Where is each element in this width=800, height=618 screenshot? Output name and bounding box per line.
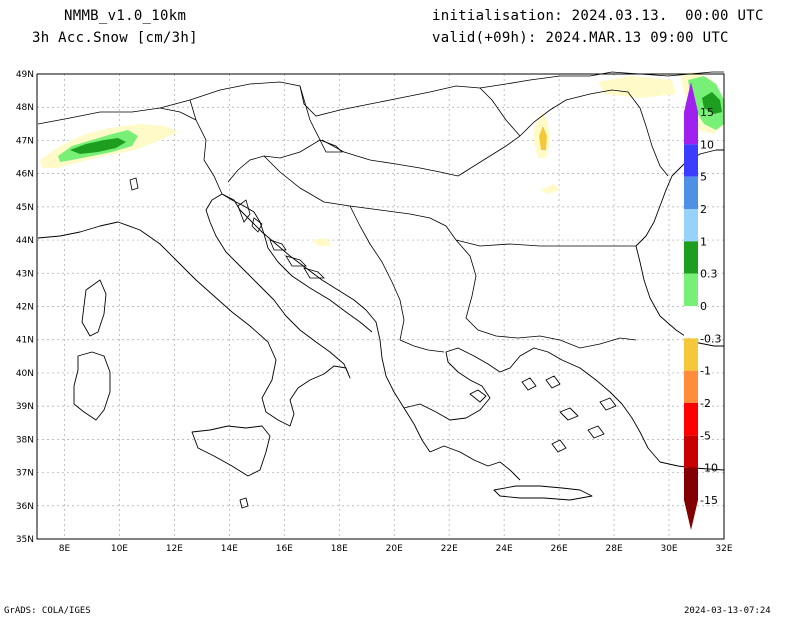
- lat-tick-label: 42N: [16, 303, 34, 313]
- lat-tick-label: 40N: [16, 369, 34, 379]
- lon-tick-label: 14E: [221, 544, 238, 554]
- lat-tick-label: 45N: [16, 203, 34, 213]
- colorbar-label: 0.3: [700, 268, 718, 281]
- colorbar-segment: [684, 435, 698, 468]
- lon-tick-label: 32E: [715, 544, 732, 554]
- colorbar-label: 15: [700, 106, 714, 119]
- colorbar-label: -15: [700, 494, 718, 507]
- lon-tick-label: 8E: [59, 544, 71, 554]
- lon-tick-label: 18E: [331, 544, 348, 554]
- adriatic-islands: [129, 139, 343, 279]
- colorbar-segment: [684, 241, 698, 274]
- colorbar-label: 0: [700, 300, 707, 313]
- lat-tick-label: 47N: [16, 136, 34, 146]
- lat-tick-label: 37N: [16, 469, 34, 479]
- lon-tick-label: 26E: [551, 544, 568, 554]
- lon-tick-label: 28E: [606, 544, 623, 554]
- east-light-snow-1: [540, 184, 560, 194]
- lat-tick-label: 43N: [16, 269, 34, 279]
- colorbar-segment: [684, 112, 698, 145]
- lat-tick-label: 38N: [16, 435, 34, 445]
- colorbar-bottom-arrow: [684, 500, 698, 530]
- lat-tick-label: 46N: [16, 170, 34, 180]
- lat-tick-label: 36N: [16, 502, 34, 512]
- init-time: initialisation: 2024.03.13. 00:00 UTC: [432, 8, 764, 24]
- axis-ticks: 8E 10E 12E 14E 16E 18E 20E 22E 24E 26E 28E 30E 32E 35…: [16, 70, 733, 554]
- lon-tick-label: 30E: [660, 544, 677, 554]
- snow-field: [40, 72, 724, 246]
- colorbar-segment: [684, 144, 698, 177]
- model-title: NMMB_v1.0_10km: [64, 8, 187, 24]
- lat-tick-label: 44N: [16, 236, 34, 246]
- field-title: 3h Acc.Snow [cm/3h]: [32, 30, 198, 46]
- alps-snow-1: [70, 138, 126, 154]
- footer-timestamp: 2024-03-13-07:24: [684, 606, 771, 616]
- lon-tick-label: 10E: [111, 544, 128, 554]
- colorbar-segment: [684, 467, 698, 500]
- east-light-snow-2: [598, 76, 676, 98]
- lon-tick-label: 20E: [386, 544, 403, 554]
- lat-tick-label: 39N: [16, 402, 34, 412]
- coastlines: [37, 149, 725, 509]
- colorbar-segment: [684, 338, 698, 371]
- colorbar-label: -1: [700, 365, 711, 378]
- colorbar-segment: [684, 370, 698, 403]
- colorbar-segment: [684, 273, 698, 306]
- colorbar-top-arrow: [684, 82, 698, 112]
- colorbar-segment: [684, 403, 698, 436]
- colorbar-label: -0.3: [700, 332, 721, 345]
- country-borders: [37, 71, 724, 353]
- colorbar-segment: [684, 209, 698, 242]
- colorbar-label: -5: [700, 429, 711, 442]
- lon-tick-label: 12E: [166, 544, 183, 554]
- lat-tick-label: 49N: [16, 70, 34, 80]
- valid-time: valid(+09h): 2024.MAR.13 09:00 UTC: [432, 30, 729, 46]
- map-frame: [36, 73, 725, 540]
- colorbar-label: 5: [700, 171, 707, 184]
- lat-tick-label: 35N: [16, 535, 34, 545]
- lon-tick-label: 16E: [276, 544, 293, 554]
- colorbar-label: 2: [700, 203, 707, 216]
- adriatic-light-snow: [312, 238, 332, 246]
- lat-tick-label: 48N: [16, 103, 34, 113]
- colorbar-label: 10: [700, 138, 714, 151]
- colorbar-label: -2: [700, 397, 711, 410]
- colorbar: 15 10 5 2 1 0.3 0 -0.3 -1 -2 -5 -10 -15: [684, 82, 721, 530]
- carpathian-snow-neg1: [539, 126, 547, 150]
- northeast-snow-1: [702, 92, 722, 114]
- colorbar-label: -10: [700, 462, 718, 475]
- lon-tick-label: 22E: [441, 544, 458, 554]
- colorbar-segment: [684, 176, 698, 209]
- lon-tick-label: 24E: [496, 544, 513, 554]
- colorbar-label: 1: [700, 235, 707, 248]
- colorbar-segment: [684, 306, 698, 339]
- footer-software: GrADS: COLA/IGES: [4, 606, 91, 616]
- lat-tick-label: 41N: [16, 336, 34, 346]
